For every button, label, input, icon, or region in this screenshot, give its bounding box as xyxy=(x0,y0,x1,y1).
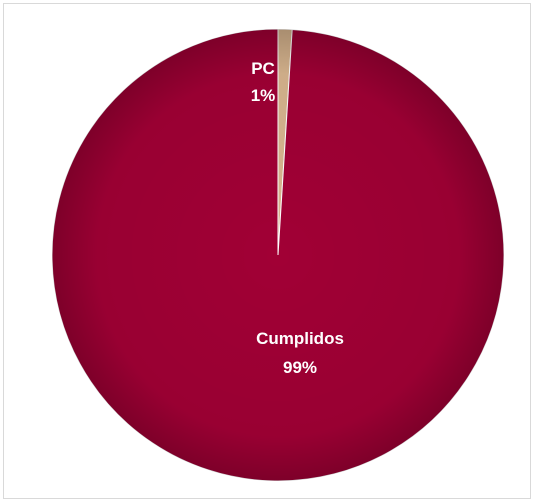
slice-percent-pc: 1% xyxy=(251,86,276,105)
slice-label-pc: PC xyxy=(251,59,275,78)
slice-label-cumplidos: Cumplidos xyxy=(256,329,344,348)
slice-percent-cumplidos: 99% xyxy=(283,358,317,377)
pie-slice-cumplidos xyxy=(51,28,505,482)
